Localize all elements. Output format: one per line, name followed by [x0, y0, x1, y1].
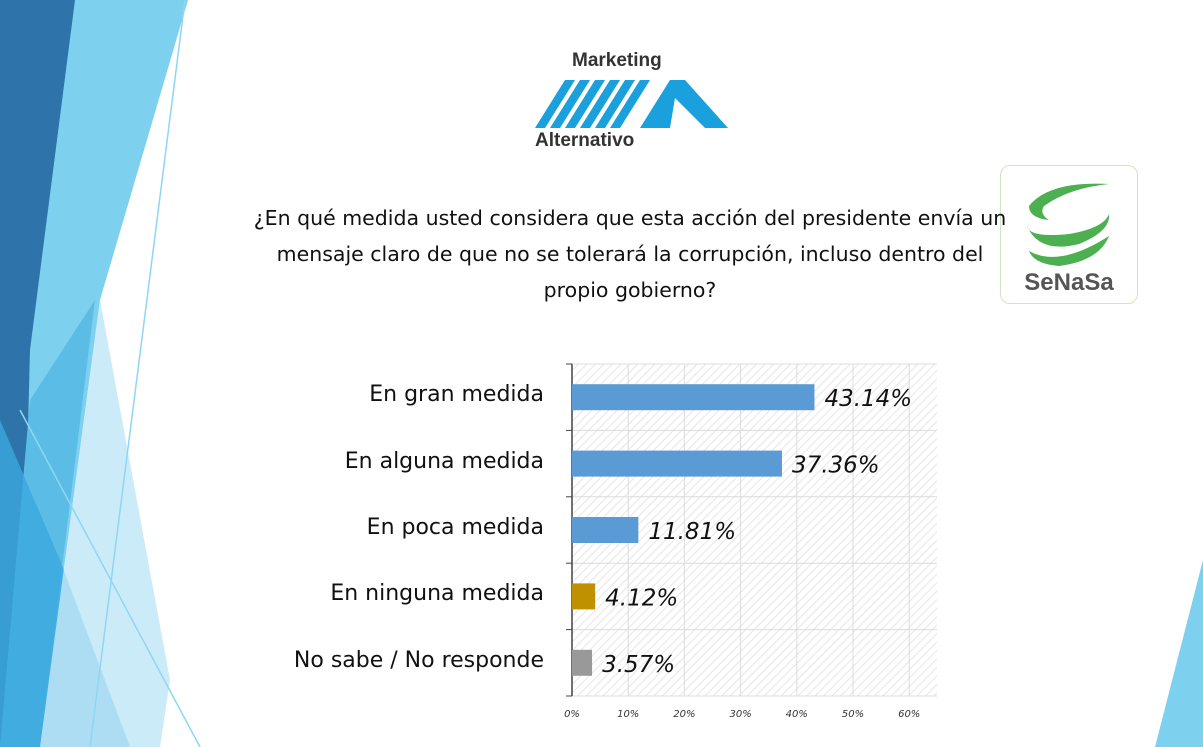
logo-text-top: Marketing [572, 50, 662, 71]
data-label: 4.12% [605, 585, 678, 611]
category-label: En ninguna medida [330, 581, 544, 607]
x-tick-label: 60% [898, 709, 920, 720]
x-tick-label: 20% [673, 709, 695, 720]
senasa-s-icon [1027, 183, 1110, 266]
data-label: 3.57% [602, 652, 675, 678]
bar [572, 450, 782, 477]
category-label: En gran medida [369, 382, 544, 408]
x-tick-label: 40% [786, 709, 808, 720]
x-tick-label: 10% [617, 709, 639, 720]
category-label: En alguna medida [344, 448, 544, 474]
bar [572, 384, 815, 411]
logo-mark-icon [535, 80, 728, 128]
category-label: No sabe / No responde [293, 647, 544, 673]
bar [572, 583, 596, 610]
question-title: ¿En qué medida usted considera que esta … [253, 206, 1007, 302]
senasa-logo-text: SeNaSa [1024, 269, 1114, 296]
marketing-alternativo-logo: Marketing Alternativo [530, 50, 740, 158]
senasa-logo: SeNaSa [1000, 165, 1138, 304]
category-label: En poca medida [366, 515, 544, 540]
x-tick-label: 0% [564, 709, 580, 720]
data-label: 11.81% [648, 519, 736, 545]
x-tick-label: 50% [842, 709, 864, 720]
x-tick-label: 30% [729, 709, 751, 720]
bar [572, 517, 639, 543]
logo-text-bottom: Alternativo [535, 130, 635, 151]
data-label: 37.36% [792, 453, 880, 479]
bar [572, 649, 593, 676]
data-label: 43.14% [824, 386, 912, 412]
